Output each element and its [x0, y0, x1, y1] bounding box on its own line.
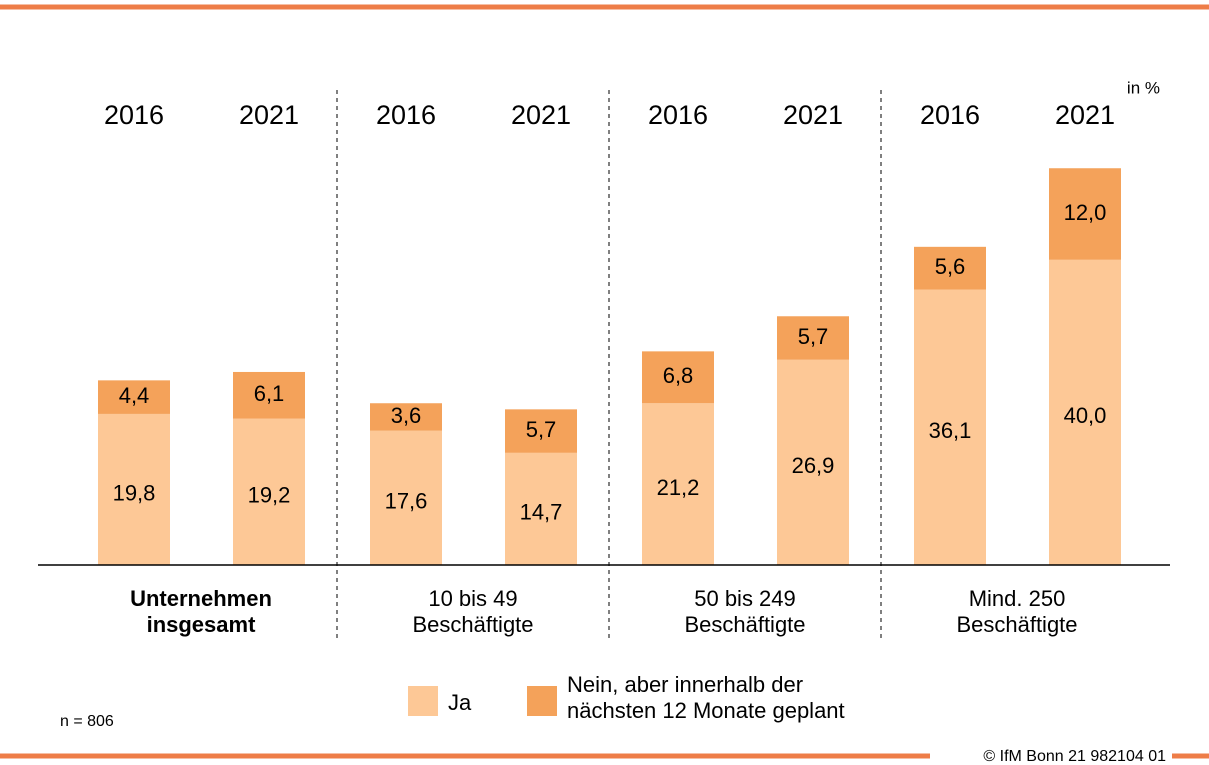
bar-segment	[233, 418, 305, 565]
group-label: Mind. 250 Beschäftigte	[956, 586, 1078, 637]
value-label: 6,8	[663, 363, 694, 388]
bar-segment	[1049, 168, 1121, 260]
value-label: 5,7	[526, 417, 557, 442]
year-label: 2021	[1055, 100, 1115, 130]
group-label: 10 bis 49 Beschäftigte	[412, 586, 534, 637]
value-label: 17,6	[385, 489, 428, 514]
value-label: 4,4	[119, 383, 150, 408]
source: © IfM Bonn 21 982104 01	[983, 748, 1166, 765]
bar-segment	[642, 403, 714, 565]
group-label: Unternehmen insgesamt	[130, 586, 272, 637]
bar-segment	[777, 359, 849, 565]
bar-segment	[1049, 259, 1121, 565]
bar-segment	[98, 380, 170, 414]
legend-swatch	[408, 686, 438, 716]
value-label: 40,0	[1064, 403, 1107, 428]
value-label: 3,6	[391, 403, 422, 428]
year-label: 2021	[783, 100, 843, 130]
bar-segment	[642, 351, 714, 404]
year-label: 2016	[376, 100, 436, 130]
value-label: 21,2	[657, 475, 700, 500]
note: n = 806	[60, 713, 114, 730]
year-label: 2021	[511, 100, 571, 130]
value-label: 5,7	[798, 324, 829, 349]
value-label: 6,1	[254, 381, 285, 406]
legend-swatch	[527, 686, 557, 716]
bar-segment	[233, 371, 305, 419]
value-label: 12,0	[1064, 200, 1107, 225]
group-label: 50 bis 249 Beschäftigte	[684, 586, 806, 637]
bar-segment	[98, 413, 170, 565]
year-label: 2016	[104, 100, 164, 130]
year-label: 2016	[648, 100, 708, 130]
year-label: 2016	[920, 100, 980, 130]
value-label: 19,2	[248, 483, 291, 508]
value-label: 36,1	[929, 418, 972, 443]
year-label: 2021	[239, 100, 299, 130]
value-label: 26,9	[792, 453, 835, 478]
bar-segment	[370, 403, 442, 431]
bar-segment	[370, 430, 442, 565]
bar-segment	[914, 289, 986, 565]
value-label: 5,6	[935, 254, 966, 279]
legend-label: Nein, aber innerhalb der nächsten 12 Mon…	[567, 672, 845, 723]
value-label: 19,8	[113, 480, 156, 505]
bar-segment	[914, 246, 986, 290]
legend-label: Ja	[448, 690, 472, 715]
value-label: 14,7	[520, 500, 563, 525]
bar-segment	[505, 452, 577, 565]
bar-segment	[777, 316, 849, 360]
unit-label: in %	[1127, 78, 1160, 97]
bar-segment	[505, 409, 577, 453]
